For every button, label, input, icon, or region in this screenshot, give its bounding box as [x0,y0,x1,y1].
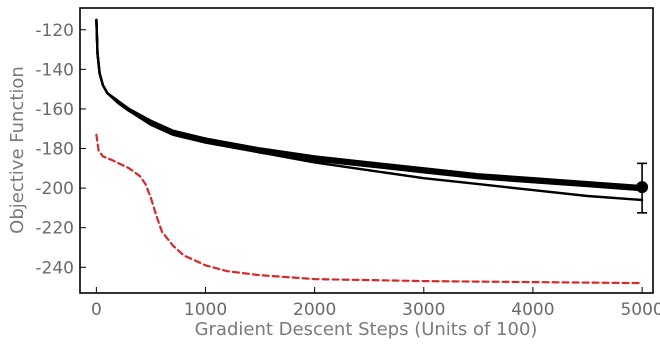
y-axis-title: Objective Function [7,66,28,234]
y-tick-label: -160 [35,100,74,120]
y-tick-label: -240 [35,258,74,278]
x-axis: 0 1000 2000 3000 4000 5000 [91,287,660,320]
endpoint-layer [636,162,649,214]
y-tick-label: -220 [35,219,74,239]
y-tick-label: -200 [35,179,74,199]
series-line-1 [95,18,644,188]
plot-frame [79,7,654,294]
series-band [96,19,643,191]
x-tick-label: 1000 [184,300,227,320]
x-tick-label: 5000 [620,300,660,320]
x-tick-label: 2000 [293,300,336,320]
y-axis: -240 -220 -200 -180 -160 -140 -120 [35,21,86,278]
x-tick-label: 3000 [402,300,445,320]
x-tick-label: 4000 [511,300,554,320]
x-tick-label: 0 [91,300,102,320]
series-layer [95,18,644,285]
endpoint-marker [636,181,649,194]
y-tick-label: -120 [35,21,74,41]
y-tick-label: -180 [35,140,74,160]
series-line-4 [95,133,644,285]
series-line-3 [95,18,644,202]
x-axis-title: Gradient Descent Steps (Units of 100) [195,319,538,340]
y-tick-label: -140 [35,60,74,80]
